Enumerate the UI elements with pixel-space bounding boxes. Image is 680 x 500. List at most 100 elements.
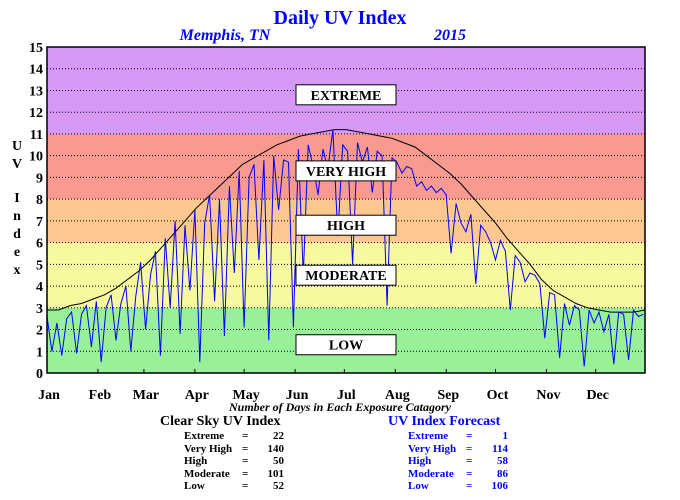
stats-row-equals: = bbox=[242, 467, 249, 480]
chart-subtitle-location: Memphis, TN bbox=[179, 27, 272, 44]
x-tick-label: Apr bbox=[185, 388, 209, 403]
stats-row: Very High = 140 bbox=[184, 443, 284, 456]
y-tick-label: 6 bbox=[36, 237, 43, 252]
stats-row: Extreme = 22 bbox=[184, 430, 284, 443]
y-tick-label: 12 bbox=[29, 106, 43, 121]
y-tick-label: 9 bbox=[36, 171, 43, 186]
x-tick-label: May bbox=[233, 388, 260, 403]
x-tick-label: Jan bbox=[38, 388, 60, 403]
stats-row-value: 86 bbox=[497, 467, 508, 480]
band-label-moderate: MODERATE bbox=[295, 264, 397, 286]
band-label-high: HIGH bbox=[295, 214, 397, 236]
stats-row-label: Very High bbox=[408, 442, 457, 455]
clear-sky-stats-header: Clear Sky UV Index bbox=[160, 414, 281, 429]
stats-row-equals: = bbox=[466, 455, 473, 467]
svg-text:HIGH: HIGH bbox=[327, 219, 365, 234]
stats-row-equals: = bbox=[242, 455, 249, 467]
stats-row-label: Moderate bbox=[408, 467, 454, 480]
stats-row: Extreme = 1 bbox=[408, 430, 508, 443]
stats-row-equals: = bbox=[242, 430, 249, 442]
band-label-low: LOW bbox=[295, 334, 397, 356]
plot-frame bbox=[46, 46, 646, 374]
y-tick-label: 14 bbox=[29, 63, 43, 78]
svg-text:MODERATE: MODERATE bbox=[305, 269, 386, 284]
x-tick-label: Sep bbox=[437, 388, 459, 403]
gridlines bbox=[46, 68, 645, 373]
y-tick-label: 1 bbox=[36, 345, 43, 360]
y-tick-label: 0 bbox=[36, 367, 43, 382]
forecast-stats: UV Index Forecast Extreme = 1 Very High = 114… bbox=[388, 414, 508, 493]
stats-row: Moderate = 101 bbox=[184, 468, 284, 481]
band-label-extreme: EXTREME bbox=[295, 84, 397, 106]
stats-row-value: 114 bbox=[492, 442, 508, 455]
stats-row: Moderate = 86 bbox=[408, 468, 508, 481]
stats-row-label: Low bbox=[184, 480, 205, 492]
stats-row-label: High bbox=[408, 455, 432, 467]
stats-row-label: Very High bbox=[184, 442, 233, 455]
clear-sky-line bbox=[47, 129, 646, 313]
svg-text:VERY HIGH: VERY HIGH bbox=[306, 165, 386, 180]
stats-row-equals: = bbox=[242, 480, 249, 492]
stats-row: Low = 106 bbox=[408, 480, 508, 493]
stats-row-label: Extreme bbox=[408, 430, 449, 442]
stats-row-equals: = bbox=[466, 480, 473, 492]
x-tick-label: Feb bbox=[89, 388, 112, 403]
x-tick-label: Dec bbox=[586, 388, 609, 403]
stats-row: High = 50 bbox=[184, 455, 284, 468]
forecast-line bbox=[46, 129, 644, 367]
chart-title: Daily UV Index bbox=[274, 7, 407, 29]
stats-row-value: 101 bbox=[267, 467, 285, 480]
y-tick-label: 11 bbox=[30, 128, 43, 143]
stats-row-value: 106 bbox=[491, 480, 509, 492]
x-axis-note: Number of Days in Each Exposure Catagory bbox=[228, 400, 452, 414]
stats-row-value: 58 bbox=[497, 455, 508, 467]
forecast-stats-rows: Extreme = 1 Very High = 114 High = 58 Moderate = 86… bbox=[408, 430, 508, 493]
x-tick-labels: Jan Feb Mar Apr May Jun Jul Aug Sep Oct Nov Dec bbox=[38, 388, 609, 403]
y-tick-label: 15 bbox=[29, 41, 43, 56]
band-labels: EXTREME VERY HIGH HIGH MODERATE LOW bbox=[295, 84, 397, 356]
y-axis-label: U V I n d e x bbox=[12, 139, 22, 278]
y-tick-label: 5 bbox=[36, 258, 43, 273]
stats-row: Low = 52 bbox=[184, 480, 284, 493]
clear-sky-stats: Clear Sky UV Index Extreme = 22 Very High = 1… bbox=[160, 414, 284, 493]
clear-sky-stats-rows: Extreme = 22 Very High = 140 High = 50 Moderate = 1… bbox=[184, 430, 284, 493]
svg-text:EXTREME: EXTREME bbox=[311, 89, 382, 104]
stats-row: High = 58 bbox=[408, 455, 508, 468]
stats-row-value: 22 bbox=[273, 430, 284, 442]
stats-row-label: High bbox=[184, 455, 208, 467]
y-tick-label: 13 bbox=[29, 84, 43, 99]
stats-row-value: 140 bbox=[267, 442, 285, 455]
stats-row-label: Extreme bbox=[184, 430, 225, 442]
x-tick-label: Aug bbox=[385, 388, 410, 403]
series-lines bbox=[46, 129, 646, 367]
x-tick-label: Nov bbox=[536, 388, 560, 403]
stats-row-label: Moderate bbox=[184, 467, 230, 480]
stats-row-equals: = bbox=[466, 430, 473, 442]
stats-row-value: 50 bbox=[273, 455, 284, 467]
y-tick-label: 2 bbox=[36, 324, 43, 339]
stats-row-equals: = bbox=[466, 442, 473, 455]
forecast-stats-header: UV Index Forecast bbox=[388, 414, 501, 429]
x-tick-label: Jul bbox=[337, 388, 356, 403]
x-tick-label: Mar bbox=[133, 388, 159, 403]
band-label-very-high: VERY HIGH bbox=[295, 160, 397, 182]
chart-subtitle-year: 2015 bbox=[433, 27, 466, 44]
y-tick-label: 4 bbox=[36, 280, 43, 295]
stats-row-label: Low bbox=[408, 480, 429, 492]
x-tick-label: Oct bbox=[487, 388, 509, 403]
stats-row: Very High = 114 bbox=[408, 443, 508, 456]
stats-row-value: 1 bbox=[502, 430, 509, 442]
stats-row-value: 52 bbox=[273, 480, 284, 492]
y-tick-label: 7 bbox=[36, 215, 43, 230]
y-tick-label: 10 bbox=[29, 150, 43, 165]
y-tick-label: 8 bbox=[36, 193, 43, 208]
x-tick-label: Jun bbox=[286, 388, 309, 403]
svg-text:LOW: LOW bbox=[329, 339, 363, 354]
y-tick-label: 3 bbox=[36, 302, 43, 317]
stats-row-equals: = bbox=[466, 467, 473, 480]
stats-row-equals: = bbox=[242, 442, 249, 455]
